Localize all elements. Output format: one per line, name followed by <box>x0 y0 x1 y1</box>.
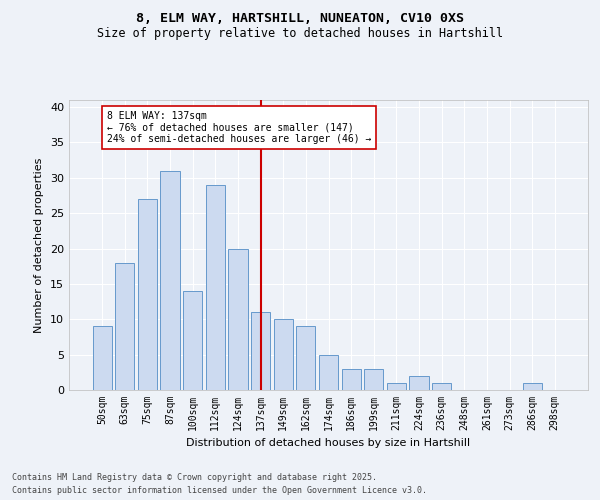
Bar <box>183 291 202 390</box>
Text: Size of property relative to detached houses in Hartshill: Size of property relative to detached ho… <box>97 28 503 40</box>
Bar <box>341 369 361 390</box>
Bar <box>319 354 338 390</box>
X-axis label: Distribution of detached houses by size in Hartshill: Distribution of detached houses by size … <box>187 438 470 448</box>
Bar <box>251 312 270 390</box>
Bar <box>92 326 112 390</box>
Bar <box>206 185 225 390</box>
Text: 8, ELM WAY, HARTSHILL, NUNEATON, CV10 0XS: 8, ELM WAY, HARTSHILL, NUNEATON, CV10 0X… <box>136 12 464 26</box>
Text: 8 ELM WAY: 137sqm
← 76% of detached houses are smaller (147)
24% of semi-detache: 8 ELM WAY: 137sqm ← 76% of detached hous… <box>107 110 371 144</box>
Text: Contains public sector information licensed under the Open Government Licence v3: Contains public sector information licen… <box>12 486 427 495</box>
Y-axis label: Number of detached properties: Number of detached properties <box>34 158 44 332</box>
Bar <box>274 320 293 390</box>
Bar <box>364 369 383 390</box>
Bar <box>523 383 542 390</box>
Bar <box>138 199 157 390</box>
Text: Contains HM Land Registry data © Crown copyright and database right 2025.: Contains HM Land Registry data © Crown c… <box>12 472 377 482</box>
Bar <box>115 262 134 390</box>
Bar <box>409 376 428 390</box>
Bar <box>296 326 316 390</box>
Bar <box>387 383 406 390</box>
Bar <box>160 170 180 390</box>
Bar <box>432 383 451 390</box>
Bar <box>229 248 248 390</box>
